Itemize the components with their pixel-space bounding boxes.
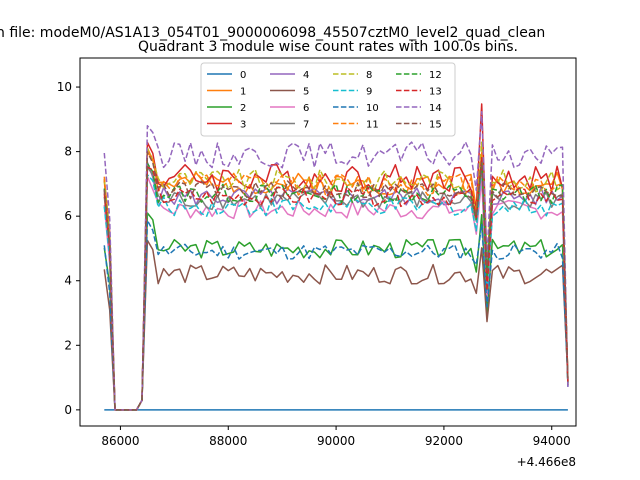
x-tick-label: 86000 — [101, 434, 139, 448]
legend-label-14: 14 — [429, 103, 442, 114]
y-tick-label: 8 — [64, 145, 72, 159]
legend-label-15: 15 — [429, 120, 442, 131]
x-axis-offset-label: +4.466e8 — [517, 455, 576, 469]
legend-label-1: 1 — [240, 87, 246, 98]
chart-title: Quadrant 3 module wise count rates with … — [138, 39, 518, 55]
y-tick-label: 4 — [64, 274, 72, 288]
series-line-15 — [103, 151, 569, 411]
legend-label-0: 0 — [240, 70, 246, 81]
legend-label-8: 8 — [366, 70, 372, 81]
legend-label-12: 12 — [429, 70, 442, 81]
series-line-8 — [103, 141, 569, 411]
series-line-3 — [103, 103, 569, 411]
x-axis: 86000 88000 90000 92000 94000 — [101, 426, 571, 448]
legend-label-10: 10 — [366, 103, 379, 114]
legend-label-11: 11 — [366, 120, 379, 131]
legend-label-5: 5 — [303, 87, 309, 98]
legend-label-6: 6 — [303, 103, 309, 114]
series-line-2 — [103, 212, 569, 411]
series-line-10 — [103, 219, 569, 411]
series-line-11 — [103, 152, 569, 411]
legend-label-7: 7 — [303, 120, 309, 131]
axes-frame — [79, 57, 577, 427]
legend-label-4: 4 — [303, 70, 309, 81]
series-line-6 — [103, 175, 569, 411]
legend-label-9: 9 — [366, 87, 372, 98]
x-tick-label: 90000 — [317, 434, 355, 448]
legend-label-13: 13 — [429, 87, 442, 98]
legend-label-2: 2 — [240, 103, 246, 114]
y-tick-label: 10 — [57, 80, 72, 94]
x-tick-label: 88000 — [209, 434, 247, 448]
y-tick-label: 6 — [64, 209, 72, 223]
y-tick-label: 0 — [64, 403, 72, 417]
series-line-5 — [103, 239, 569, 411]
series-line-13 — [103, 156, 569, 411]
y-axis: 0 2 4 6 8 10 — [57, 80, 80, 417]
x-tick-label: 92000 — [425, 434, 463, 448]
legend-frame — [200, 62, 456, 137]
series-line-14 — [103, 110, 569, 411]
series-layer — [103, 103, 569, 411]
y-tick-label: 2 — [64, 338, 72, 352]
x-tick-label: 94000 — [533, 434, 571, 448]
legend-label-3: 3 — [240, 120, 246, 131]
figure-suptitle: n file: modeM0/AS1A13_054T01_9000006098_… — [0, 25, 545, 41]
